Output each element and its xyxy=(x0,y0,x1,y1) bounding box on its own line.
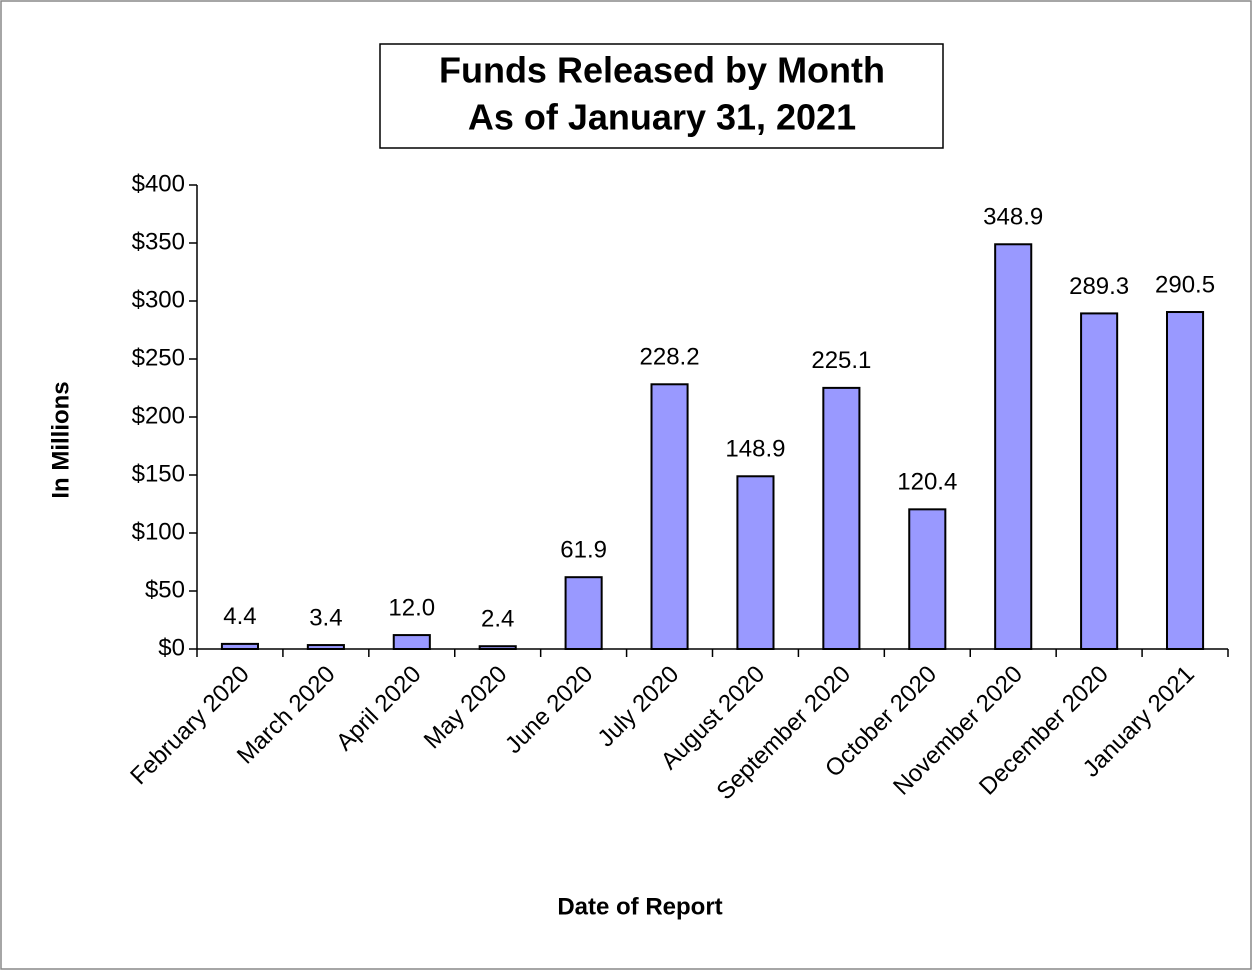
bar xyxy=(1165,311,1205,650)
y-tick-label: $50 xyxy=(145,576,185,603)
y-tick-label: $100 xyxy=(132,518,185,545)
bar xyxy=(736,475,775,650)
y-tick-label: $200 xyxy=(132,402,185,429)
data-label: 3.4 xyxy=(309,604,342,631)
y-tick-label: $250 xyxy=(132,344,185,371)
y-tick-label: $400 xyxy=(132,170,185,197)
bar xyxy=(1080,312,1119,650)
data-label: 290.5 xyxy=(1155,271,1215,298)
data-label: 61.9 xyxy=(560,537,607,564)
y-tick-label: $0 xyxy=(158,634,185,661)
bar xyxy=(994,243,1033,650)
data-label: 4.4 xyxy=(223,603,256,630)
bar xyxy=(650,383,689,650)
data-label: 2.4 xyxy=(481,606,514,633)
y-tick-label: $350 xyxy=(132,228,185,255)
data-label: 148.9 xyxy=(725,436,785,463)
bar xyxy=(908,508,947,650)
data-label: 228.2 xyxy=(640,344,700,371)
y-axis-label: In Millions xyxy=(47,381,74,498)
data-label: 225.1 xyxy=(811,347,871,374)
chart-title: Funds Released by Month xyxy=(439,50,885,91)
y-tick-label: $300 xyxy=(132,286,185,313)
x-axis-label: Date of Report xyxy=(557,893,722,920)
chart-subtitle: As of January 31, 2021 xyxy=(468,97,856,138)
data-label: 120.4 xyxy=(897,469,957,496)
data-label: 348.9 xyxy=(983,204,1043,231)
data-label: 289.3 xyxy=(1069,273,1129,300)
title-box xyxy=(379,43,944,149)
bar xyxy=(220,642,260,650)
bar xyxy=(564,576,603,650)
bar xyxy=(392,634,431,651)
data-label: 12.0 xyxy=(388,594,435,621)
y-tick-label: $150 xyxy=(132,460,185,487)
bar xyxy=(822,386,861,650)
